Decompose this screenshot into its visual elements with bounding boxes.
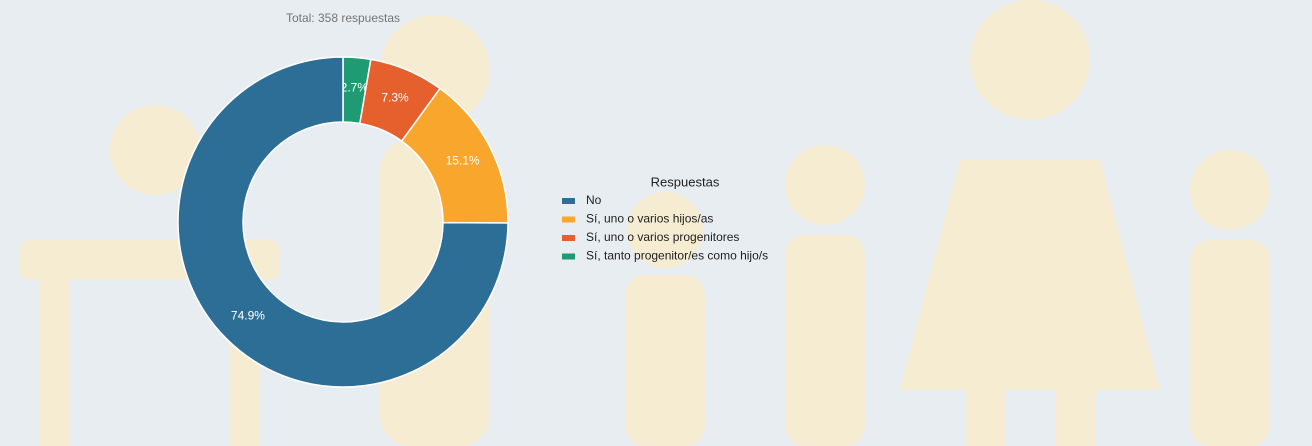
legend-label: Sí, tanto progenitor/es como hijo/s [586,249,768,263]
legend-swatch [562,253,575,260]
donut-slice [177,56,509,388]
legend-swatch [562,216,575,223]
legend-swatch [562,235,575,241]
legend-title: Respuestas [651,174,720,189]
legend-swatch [562,198,575,204]
legend: No Sí, uno o varios hijos/as Sí, uno o var… [562,193,768,263]
data-label: 15.1% [446,154,480,168]
legend-label: Sí, uno o varios hijos/as [586,212,713,226]
legend-label: No [586,193,602,207]
legend-label: Sí, uno o varios progenitores [586,230,739,244]
chart-title: Total: 358 respuestas [286,11,400,25]
donut: 2.7% 7.3% 15.1% 74.9% [177,56,509,388]
data-label: 2.7% [341,81,369,95]
data-label: 74.9% [231,309,265,323]
data-label: 7.3% [381,91,409,105]
